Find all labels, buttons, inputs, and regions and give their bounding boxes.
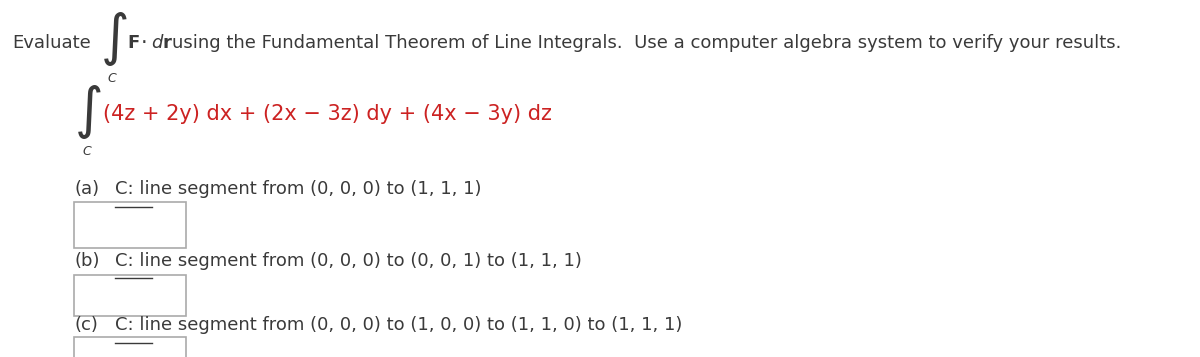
Text: $C$: $C$ <box>82 145 92 158</box>
FancyBboxPatch shape <box>74 275 186 316</box>
Text: $d\mathbf{r}$: $d\mathbf{r}$ <box>151 34 174 52</box>
FancyBboxPatch shape <box>74 202 186 248</box>
Text: Evaluate: Evaluate <box>12 34 91 52</box>
Text: (b): (b) <box>74 252 100 270</box>
FancyBboxPatch shape <box>74 337 186 357</box>
Text: (c): (c) <box>74 316 98 334</box>
Text: $\mathbf{F}$: $\mathbf{F}$ <box>127 34 140 52</box>
Text: C: line segment from (0, 0, 0) to (1, 1, 1): C: line segment from (0, 0, 0) to (1, 1,… <box>115 180 481 198</box>
Text: $\int$: $\int$ <box>74 84 102 141</box>
Text: C: line segment from (0, 0, 0) to (0, 0, 1) to (1, 1, 1): C: line segment from (0, 0, 0) to (0, 0,… <box>115 252 582 270</box>
Text: (a): (a) <box>74 180 100 198</box>
Text: ·: · <box>140 33 148 53</box>
Text: (4z + 2y) dx + (2x − 3z) dy + (4x − 3y) dz: (4z + 2y) dx + (2x − 3z) dy + (4x − 3y) … <box>103 104 552 124</box>
Text: C: line segment from (0, 0, 0) to (1, 0, 0) to (1, 1, 0) to (1, 1, 1): C: line segment from (0, 0, 0) to (1, 0,… <box>115 316 683 334</box>
Text: using the Fundamental Theorem of Line Integrals.  Use a computer algebra system : using the Fundamental Theorem of Line In… <box>172 34 1121 52</box>
Text: $\int$: $\int$ <box>100 10 127 68</box>
Text: $C$: $C$ <box>107 72 118 85</box>
